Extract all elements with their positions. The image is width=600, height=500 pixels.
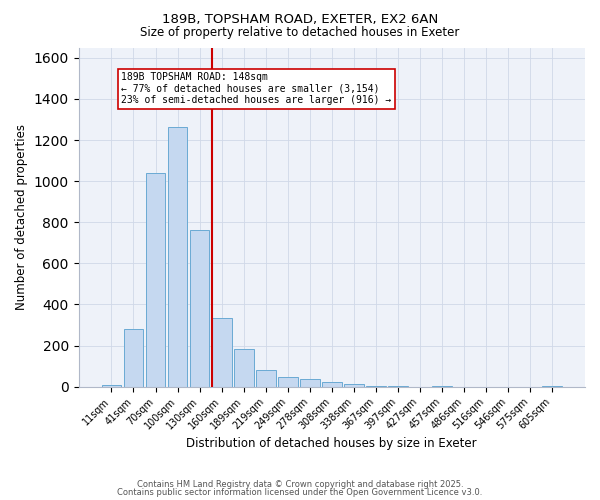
Bar xyxy=(101,384,121,386)
Bar xyxy=(212,318,232,386)
Bar xyxy=(344,384,364,386)
Bar xyxy=(190,230,209,386)
Text: Contains public sector information licensed under the Open Government Licence v3: Contains public sector information licen… xyxy=(118,488,482,497)
Bar xyxy=(322,382,341,386)
Bar xyxy=(256,370,275,386)
X-axis label: Distribution of detached houses by size in Exeter: Distribution of detached houses by size … xyxy=(187,437,477,450)
Bar xyxy=(124,329,143,386)
Text: 189B TOPSHAM ROAD: 148sqm
← 77% of detached houses are smaller (3,154)
23% of se: 189B TOPSHAM ROAD: 148sqm ← 77% of detac… xyxy=(121,72,392,106)
Bar xyxy=(278,377,298,386)
Text: 189B, TOPSHAM ROAD, EXETER, EX2 6AN: 189B, TOPSHAM ROAD, EXETER, EX2 6AN xyxy=(162,12,438,26)
Bar xyxy=(300,379,320,386)
Bar xyxy=(167,126,187,386)
Bar xyxy=(146,173,166,386)
Text: Size of property relative to detached houses in Exeter: Size of property relative to detached ho… xyxy=(140,26,460,39)
Text: Contains HM Land Registry data © Crown copyright and database right 2025.: Contains HM Land Registry data © Crown c… xyxy=(137,480,463,489)
Y-axis label: Number of detached properties: Number of detached properties xyxy=(15,124,28,310)
Bar xyxy=(234,348,254,387)
